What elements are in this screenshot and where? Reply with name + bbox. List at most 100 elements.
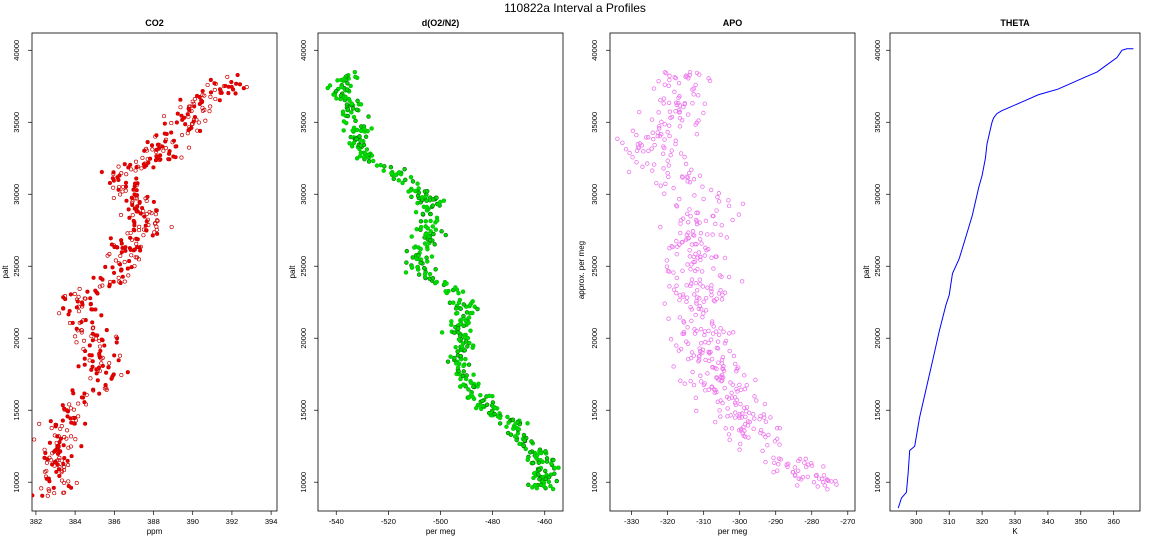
- data-point: [620, 140, 625, 145]
- data-point: [88, 376, 93, 381]
- data-point: [667, 109, 673, 114]
- data-point: [651, 86, 657, 91]
- data-point: [694, 70, 700, 76]
- data-point: [431, 197, 436, 202]
- data-point: [825, 487, 830, 492]
- data-point: [684, 174, 690, 180]
- data-point: [466, 362, 472, 367]
- data-point: [130, 213, 135, 218]
- data-point: [742, 386, 748, 392]
- data-point: [129, 253, 134, 258]
- x-tick-label: -270: [840, 517, 855, 526]
- data-point: [134, 209, 139, 214]
- data-point: [131, 218, 136, 223]
- data-point: [707, 78, 713, 84]
- data-point: [758, 413, 763, 419]
- data-point: [199, 98, 204, 103]
- data-point: [205, 82, 210, 88]
- data-point: [680, 292, 686, 297]
- data-point: [676, 80, 682, 86]
- data-point: [66, 445, 71, 450]
- data-point: [125, 231, 130, 236]
- data-point: [814, 472, 819, 478]
- data-point: [492, 411, 497, 417]
- data-point: [484, 402, 490, 407]
- data-point: [73, 418, 78, 423]
- data-point: [433, 227, 439, 232]
- data-point: [694, 298, 699, 304]
- apo-panel: APO per meg approx. per meg -330 -320 -310…: [577, 18, 856, 536]
- data-point: [532, 471, 537, 476]
- data-point: [701, 311, 706, 316]
- data-point: [650, 130, 655, 135]
- data-point: [341, 128, 346, 133]
- data-point: [200, 92, 205, 98]
- data-point: [504, 424, 509, 429]
- plot-area: [325, 69, 561, 492]
- data-point: [452, 330, 457, 335]
- data-point: [471, 384, 476, 389]
- data-point: [84, 392, 89, 397]
- data-point: [420, 211, 426, 217]
- data-point: [391, 176, 396, 181]
- data-point: [137, 224, 142, 229]
- data-point: [688, 283, 693, 289]
- data-point: [358, 138, 363, 143]
- data-point: [661, 96, 667, 101]
- data-point: [95, 291, 100, 296]
- y-tick-label: 25000: [12, 256, 21, 277]
- data-point: [82, 356, 87, 361]
- data-point: [727, 437, 732, 443]
- data-point: [671, 287, 677, 292]
- data-point: [200, 108, 205, 113]
- data-point: [202, 93, 207, 98]
- data-point: [461, 369, 466, 374]
- data-point: [111, 172, 116, 177]
- data-point: [369, 126, 374, 131]
- data-point: [153, 212, 158, 217]
- data-point: [711, 266, 716, 271]
- data-point: [234, 81, 239, 86]
- data-point: [144, 228, 149, 233]
- data-point: [709, 319, 715, 324]
- data-point: [665, 170, 670, 176]
- data-point: [213, 96, 218, 102]
- data-point: [174, 120, 179, 125]
- x-tick-label: -460: [537, 517, 552, 526]
- data-point: [150, 147, 155, 152]
- data-point: [690, 101, 695, 106]
- data-point: [217, 98, 222, 103]
- data-point: [178, 105, 183, 110]
- x-tick-label: 320: [976, 517, 989, 526]
- data-point: [685, 262, 690, 267]
- data-point: [466, 387, 471, 392]
- data-point: [685, 179, 690, 184]
- data-point: [677, 109, 682, 115]
- data-point: [83, 421, 88, 426]
- data-point: [50, 451, 55, 456]
- data-point: [374, 163, 380, 168]
- data-point: [62, 456, 67, 461]
- data-point: [32, 493, 35, 498]
- data-point: [666, 316, 671, 321]
- data-point: [353, 74, 358, 80]
- data-point: [659, 119, 664, 125]
- data-point: [786, 461, 791, 466]
- data-point: [537, 476, 542, 482]
- data-point: [646, 135, 651, 140]
- data-point: [119, 250, 124, 255]
- data-point: [728, 413, 733, 418]
- data-point: [190, 99, 195, 104]
- data-point: [718, 326, 723, 331]
- data-point: [75, 299, 80, 304]
- data-point: [746, 435, 751, 440]
- data-point: [163, 146, 168, 151]
- data-point: [145, 140, 150, 145]
- data-point: [93, 307, 98, 312]
- data-point: [511, 426, 516, 431]
- data-point: [414, 226, 419, 232]
- data-point: [690, 229, 696, 234]
- data-point: [143, 196, 148, 201]
- data-point: [550, 486, 556, 492]
- data-point: [124, 198, 129, 203]
